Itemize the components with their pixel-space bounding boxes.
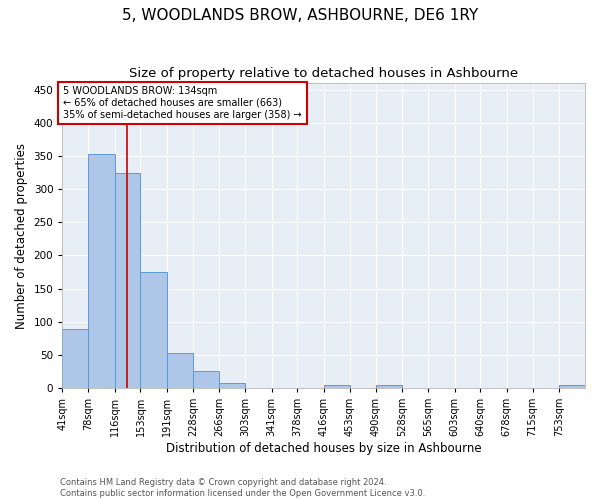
Bar: [88, 154, 115, 388]
Text: Contains HM Land Registry data © Crown copyright and database right 2024.
Contai: Contains HM Land Registry data © Crown c…: [60, 478, 425, 498]
Bar: [167, 353, 193, 388]
Title: Size of property relative to detached houses in Ashbourne: Size of property relative to detached ho…: [129, 68, 518, 80]
Bar: [324, 386, 350, 388]
Bar: [376, 384, 402, 388]
Text: 5, WOODLANDS BROW, ASHBOURNE, DE6 1RY: 5, WOODLANDS BROW, ASHBOURNE, DE6 1RY: [122, 8, 478, 22]
Bar: [193, 372, 220, 388]
X-axis label: Distribution of detached houses by size in Ashbourne: Distribution of detached houses by size …: [166, 442, 481, 455]
Bar: [140, 272, 167, 388]
Y-axis label: Number of detached properties: Number of detached properties: [15, 142, 28, 328]
Bar: [559, 384, 585, 388]
Bar: [62, 329, 88, 388]
Bar: [220, 382, 245, 388]
Bar: [115, 173, 140, 388]
Text: 5 WOODLANDS BROW: 134sqm
← 65% of detached houses are smaller (663)
35% of semi-: 5 WOODLANDS BROW: 134sqm ← 65% of detach…: [63, 86, 302, 120]
